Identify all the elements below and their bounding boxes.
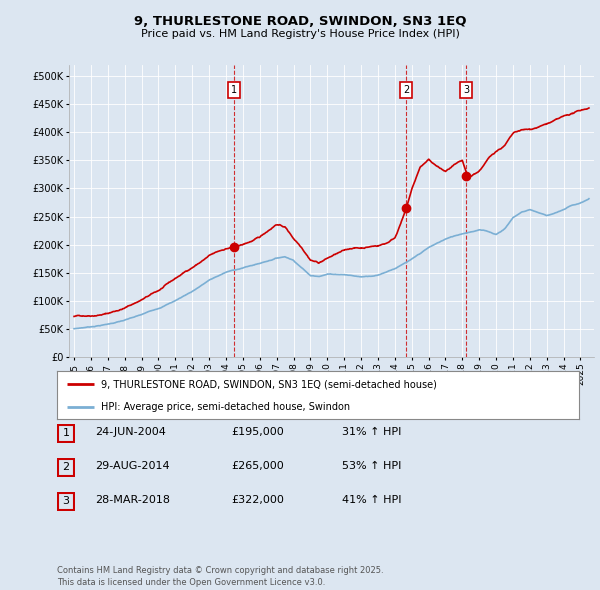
Text: 31% ↑ HPI: 31% ↑ HPI — [342, 427, 401, 437]
Text: £322,000: £322,000 — [231, 496, 284, 505]
Text: 41% ↑ HPI: 41% ↑ HPI — [342, 496, 401, 505]
Text: 2: 2 — [403, 85, 409, 95]
Text: 3: 3 — [463, 85, 469, 95]
Text: 3: 3 — [62, 497, 70, 506]
Text: 2: 2 — [62, 463, 70, 472]
Text: 24-JUN-2004: 24-JUN-2004 — [95, 427, 166, 437]
Text: Contains HM Land Registry data © Crown copyright and database right 2025.
This d: Contains HM Land Registry data © Crown c… — [57, 566, 383, 587]
Text: 29-AUG-2014: 29-AUG-2014 — [95, 461, 169, 471]
Text: 9, THURLESTONE ROAD, SWINDON, SN3 1EQ: 9, THURLESTONE ROAD, SWINDON, SN3 1EQ — [134, 15, 466, 28]
Text: £265,000: £265,000 — [231, 461, 284, 471]
Text: Price paid vs. HM Land Registry's House Price Index (HPI): Price paid vs. HM Land Registry's House … — [140, 29, 460, 39]
Text: 1: 1 — [62, 428, 70, 438]
Text: £195,000: £195,000 — [231, 427, 284, 437]
Text: HPI: Average price, semi-detached house, Swindon: HPI: Average price, semi-detached house,… — [101, 402, 350, 412]
Text: 28-MAR-2018: 28-MAR-2018 — [95, 496, 170, 505]
Text: 53% ↑ HPI: 53% ↑ HPI — [342, 461, 401, 471]
Text: 9, THURLESTONE ROAD, SWINDON, SN3 1EQ (semi-detached house): 9, THURLESTONE ROAD, SWINDON, SN3 1EQ (s… — [101, 379, 437, 389]
Text: 1: 1 — [231, 85, 237, 95]
